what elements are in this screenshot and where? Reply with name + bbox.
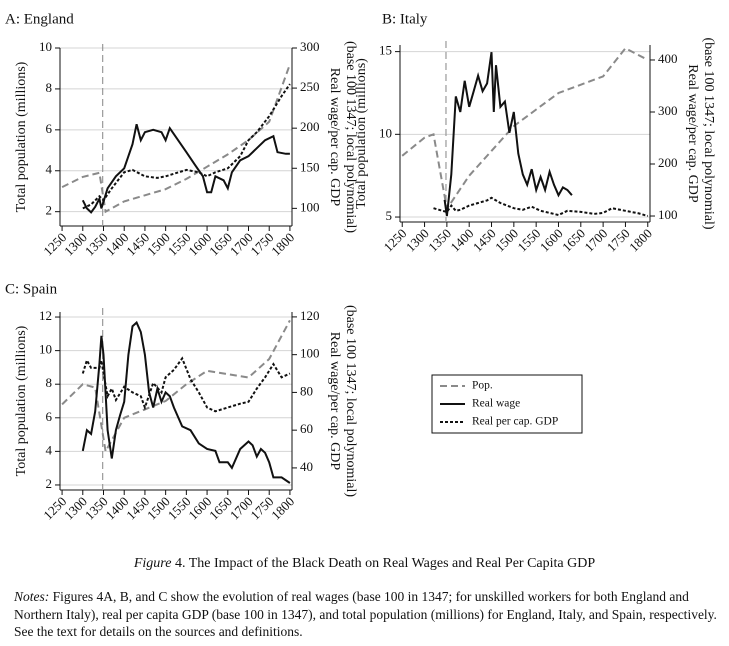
y2-tick-label: 40 [300, 459, 313, 474]
y2-axis-label: Real wage/per cap. GDP [327, 68, 342, 207]
y-tick-label: 4 [46, 162, 53, 177]
x-tick-label: 1700 [581, 226, 610, 255]
y-axis-label: Total population (millions) [354, 58, 369, 209]
y2-axis-label: Real wage/per cap. GDP [685, 64, 700, 203]
y-axis-label: Total population (millions) [14, 325, 29, 476]
notes-label: Notes: [14, 589, 50, 604]
y-tick-label: 10 [39, 342, 52, 357]
legend-label: Pop. [472, 380, 493, 392]
figure: A: England246810100150200250300125013001… [5, 11, 716, 523]
series-line [61, 319, 291, 455]
caption-text: 4. The Impact of the Black Death on Real… [174, 556, 596, 571]
y2-tick-label: 150 [300, 159, 320, 174]
x-tick-label: 1750 [604, 226, 633, 255]
y-tick-label: 12 [39, 308, 52, 323]
y-tick-label: 6 [46, 121, 53, 136]
x-tick-label: 1350 [425, 226, 454, 255]
y-tick-label: 2 [46, 476, 53, 491]
y-tick-label: 10 [379, 125, 392, 140]
y2-tick-label: 60 [300, 421, 313, 436]
series-line [82, 83, 291, 210]
y-tick-label: 4 [46, 442, 53, 457]
legend: Pop. Real wage Real per cap. GDP [431, 374, 583, 434]
series-line [81, 320, 291, 484]
panel-title: A: England [5, 11, 74, 27]
x-tick-label: 1800 [268, 494, 297, 523]
y2-axis-label: (base 100 1347; local polynomial) [701, 37, 716, 229]
y2-tick-label: 300 [300, 39, 320, 54]
panel-title: C: Spain [5, 281, 58, 297]
x-tick-label: 1800 [268, 230, 297, 259]
y-tick-label: 15 [379, 43, 392, 58]
series-line [443, 52, 573, 217]
y2-tick-label: 200 [300, 119, 320, 134]
y2-tick-label: 100 [658, 207, 678, 222]
x-tick-label: 1300 [403, 226, 432, 255]
x-tick-label: 1650 [559, 226, 588, 255]
y-tick-label: 5 [386, 208, 393, 223]
y2-axis-label: (base 100 1347; local polynomial) [343, 41, 358, 233]
y-axis-label: Total population (millions) [14, 61, 29, 212]
y2-tick-label: 400 [658, 51, 678, 66]
y2-tick-label: 100 [300, 199, 320, 214]
y2-axis-label: Real wage/per cap. GDP [327, 332, 342, 471]
caption-label: Figure [133, 556, 172, 571]
legend-label: Real per cap. GDP [472, 416, 558, 428]
y2-tick-label: 200 [658, 155, 678, 170]
x-tick-label: 1400 [447, 226, 476, 255]
x-tick-label: 1550 [514, 226, 543, 255]
y2-tick-label: 120 [300, 308, 320, 323]
x-tick-label: 1250 [380, 226, 409, 255]
y-tick-label: 2 [46, 203, 53, 218]
notes: Notes: Figures 4A, B, and C show the evo… [14, 588, 719, 641]
y-tick-label: 10 [39, 39, 52, 54]
panel-title: B: Italy [382, 11, 428, 27]
y-tick-label: 8 [46, 80, 53, 95]
y2-tick-label: 100 [300, 346, 320, 361]
notes-text: Figures 4A, B, and C show the evolution … [14, 589, 717, 639]
legend-label: Real wage [472, 398, 520, 410]
y-tick-label: 6 [46, 409, 53, 424]
y2-tick-label: 80 [300, 383, 313, 398]
figure-caption: Figure 4. The Impact of the Black Death … [0, 556, 729, 572]
y2-axis-label: (base 100 1347; local polynomial) [343, 305, 358, 497]
series-line [401, 47, 649, 212]
x-tick-label: 1800 [626, 226, 655, 255]
x-tick-label: 1450 [470, 226, 499, 255]
x-tick-label: 1500 [492, 226, 521, 255]
series-line [61, 64, 291, 214]
series-line [81, 123, 290, 214]
y-tick-label: 8 [46, 375, 53, 390]
series-line [433, 196, 649, 217]
y2-tick-label: 250 [300, 79, 320, 94]
x-tick-label: 1600 [537, 226, 566, 255]
y2-tick-label: 300 [658, 103, 678, 118]
